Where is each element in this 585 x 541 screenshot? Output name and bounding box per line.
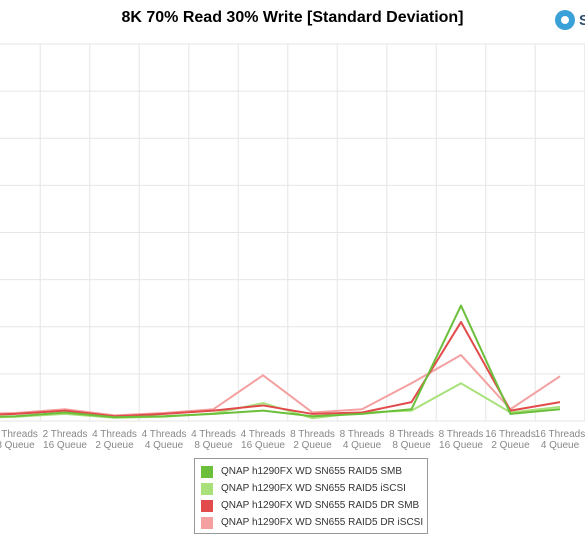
x-tick-label: 8 Threads 8 Queue	[389, 429, 434, 451]
series-line-1[interactable]	[0, 382, 561, 420]
legend-label-dr-smb: QNAP h1290FX WD SN655 RAID5 DR SMB	[221, 500, 420, 511]
legend-label-iscsi: QNAP h1290FX WD SN655 RAID5 iSCSI	[221, 483, 406, 494]
legend-item-dr-smb[interactable]: QNAP h1290FX WD SN655 RAID5 DR SMB	[201, 497, 421, 514]
x-tick-label: 4 Threads 2 Queue	[92, 429, 137, 451]
legend-item-iscsi[interactable]: QNAP h1290FX WD SN655 RAID5 iSCSI	[201, 480, 421, 497]
x-tick-label: 2 Threads 16 Queue	[43, 429, 88, 451]
x-tick-label: 8 Threads 4 Queue	[340, 429, 385, 451]
legend-label-smb: QNAP h1290FX WD SN655 RAID5 SMB	[221, 466, 402, 477]
x-tick-label: 8 Threads 2 Queue	[290, 429, 335, 451]
brand-logo-icon	[555, 10, 575, 30]
series-lines	[0, 304, 561, 420]
series-line-2[interactable]	[0, 321, 561, 418]
legend-swatch-dr-iscsi	[201, 516, 213, 529]
x-tick-label: 8 Threads 16 Queue	[439, 429, 484, 451]
legend-label-dr-iscsi: QNAP h1290FX WD SN655 RAID5 DR iSCSI	[221, 517, 424, 528]
x-tick-label: 16 Threads 4 Queue	[535, 429, 585, 451]
series-line-0[interactable]	[0, 304, 561, 419]
x-tick-label: 4 Threads 16 Queue	[241, 429, 286, 451]
brand-logo-text: S	[579, 11, 585, 29]
legend-swatch-dr-smb	[201, 499, 213, 512]
x-tick-label: 4 Threads 4 Queue	[142, 429, 187, 451]
legend-swatch-iscsi	[201, 482, 213, 495]
legend-swatch-smb	[201, 465, 213, 478]
series-line-3[interactable]	[0, 354, 561, 417]
brand-logo: S	[555, 9, 585, 31]
x-tick-label: 4 Threads 8 Queue	[191, 429, 236, 451]
legend-item-dr-iscsi[interactable]: QNAP h1290FX WD SN655 RAID5 DR iSCSI	[201, 514, 424, 531]
legend-item-smb[interactable]: QNAP h1290FX WD SN655 RAID5 SMB	[201, 463, 421, 480]
x-tick-label: 16 Threads 2 Queue	[485, 429, 535, 451]
grid-lines	[0, 43, 585, 422]
chart-title: 8K 70% Read 30% Write [Standard Deviatio…	[121, 9, 464, 26]
chart-legend: QNAP h1290FX WD SN655 RAID5 SMB QNAP h12…	[194, 458, 428, 534]
